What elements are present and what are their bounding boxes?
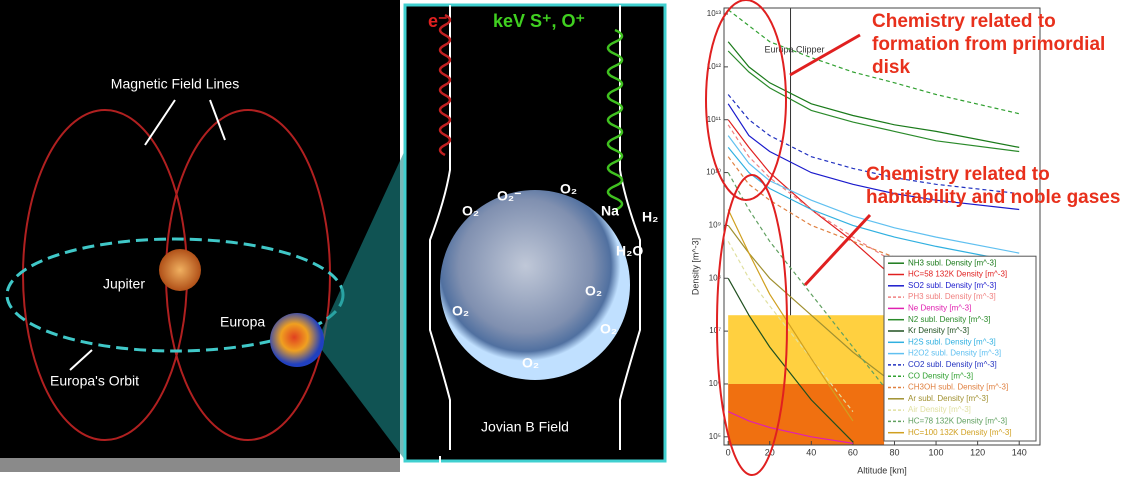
legend-label: PH3 subl. Density [m^-3]: [908, 292, 996, 301]
label: O₂: [462, 203, 479, 219]
left-diagram: Magnetic Field Lines Jupiter Europa Euro…: [0, 0, 405, 472]
label: Na: [601, 203, 619, 219]
b-field-line: [429, 5, 451, 450]
legend-label: Air Density [m^-3]: [908, 405, 971, 414]
beam: [322, 150, 405, 460]
label: Jovian B Field: [481, 419, 569, 435]
legend-box: [883, 255, 1037, 442]
pointer: [789, 33, 861, 77]
floor-bar: [0, 458, 400, 472]
x-tick-label: 100: [929, 447, 944, 457]
x-tick-label: 60: [848, 447, 858, 457]
series-line: [727, 9, 1020, 115]
arrow: [69, 349, 93, 371]
pointer: [803, 213, 872, 287]
legend-label: Ne Density [m^-3]: [908, 304, 971, 313]
label: O₂: [585, 283, 602, 299]
highlight-ellipse: [716, 174, 788, 476]
y-tick-label: 10¹²: [707, 62, 722, 71]
y-tick-label: 10⁹: [709, 221, 721, 230]
arrow: [144, 99, 226, 146]
series-line: [727, 94, 1020, 195]
y-axis-label: Density [m^-3]: [690, 238, 700, 295]
legend-label: H2S subl. Density [m^-3]: [908, 337, 996, 346]
reference-label: Europa Clipper: [765, 44, 825, 54]
y-tick-label: 10⁷: [709, 326, 721, 335]
x-axis-label: Altitude [km]: [857, 465, 907, 475]
legend: NH3 subl. Density [m^-3] HC=58 132K Densi…: [883, 255, 1037, 442]
label: keV S⁺, O⁺: [493, 11, 585, 31]
label: O₂: [600, 321, 617, 337]
label: e⁻: [428, 11, 448, 31]
y-tick-label: 10¹³: [707, 9, 722, 18]
legend-label: Kr Density [m^-3]: [908, 326, 969, 335]
europa: [270, 313, 324, 367]
legend-label: H2O2 subl. Density [m^-3]: [908, 349, 1001, 358]
legend-label: HC=100 132K Density [m^-3]: [908, 428, 1012, 437]
series-line: [727, 41, 1020, 148]
ion-coil: [606, 28, 624, 212]
x-tick-label: 80: [889, 447, 899, 457]
y-tick-label: 10⁵: [709, 432, 721, 441]
legend-label: CO Density [m^-3]: [908, 371, 973, 380]
x-tick-label: 140: [1012, 447, 1027, 457]
legend-label: CO2 subl. Density [m^-3]: [908, 360, 997, 369]
legend-label: Ar subl. Density [m^-3]: [908, 394, 988, 403]
annotation: Chemistry related to habitability and no…: [866, 164, 1121, 208]
background: [0, 0, 400, 458]
label: H₂O: [616, 243, 643, 259]
right-diagram: e⁻ keV S⁺, O⁺ O₂ O₂⁻ O₂ Na H₂ H₂O O₂ O₂ …: [403, 3, 667, 468]
legend-label: N2 subl. Density [m^-3]: [908, 315, 990, 324]
annotation-box: Chemistry related to habitability and no…: [866, 164, 1121, 208]
b-field-line: [619, 5, 641, 450]
y-tick-label: 10¹¹: [707, 115, 722, 124]
series-line: [727, 225, 895, 385]
series-line: [727, 278, 854, 443]
legend-label: HC=58 132K Density [m^-3]: [908, 270, 1007, 279]
series-line: [727, 411, 853, 444]
label: H₂: [642, 209, 658, 225]
series-line: [727, 135, 1020, 254]
label: Magnetic Field Lines: [111, 76, 239, 92]
series-line: [727, 241, 854, 412]
label: O₂: [452, 303, 469, 319]
series-line: [727, 172, 895, 401]
y-tick-label: 10⁸: [709, 273, 721, 282]
plot-frame: [723, 7, 1041, 446]
legend-label: NH3 subl. Density [m^-3]: [908, 258, 996, 267]
label: Jupiter: [103, 276, 145, 292]
x-tick-label: 120: [970, 447, 985, 457]
x-tick-label: 40: [806, 447, 816, 457]
annotation: Chemistry related to formation from prim…: [872, 11, 1106, 78]
europa-surface: [440, 190, 630, 380]
jupiter: [159, 249, 201, 291]
series-line: [727, 209, 854, 422]
y-tick-label: 10¹⁰: [706, 168, 721, 177]
highlight-ellipse: [705, 0, 787, 201]
annotations: Chemistry related to formation from prim…: [705, 0, 1121, 476]
label: O₂: [560, 181, 577, 197]
y-tick-label: 10⁶: [709, 379, 721, 388]
x-tick-label: 0: [726, 447, 731, 457]
label: O₂⁻: [497, 188, 522, 204]
label: Europa: [220, 314, 265, 330]
label: O₂: [522, 355, 539, 371]
label: Europa's Orbit: [50, 373, 139, 389]
electron-coil: [438, 13, 452, 157]
annotation-box: Chemistry related to formation from prim…: [872, 11, 1106, 78]
series-line: [727, 50, 1020, 153]
series-line: [727, 124, 895, 263]
series-line: [727, 103, 1020, 211]
legend-label: HC=78 132K Density [m^-3]: [908, 417, 1007, 426]
legend-label: SO2 subl. Density [m^-3]: [908, 281, 996, 290]
legend-label: CH3OH subl. Density [m^-3]: [908, 383, 1008, 392]
